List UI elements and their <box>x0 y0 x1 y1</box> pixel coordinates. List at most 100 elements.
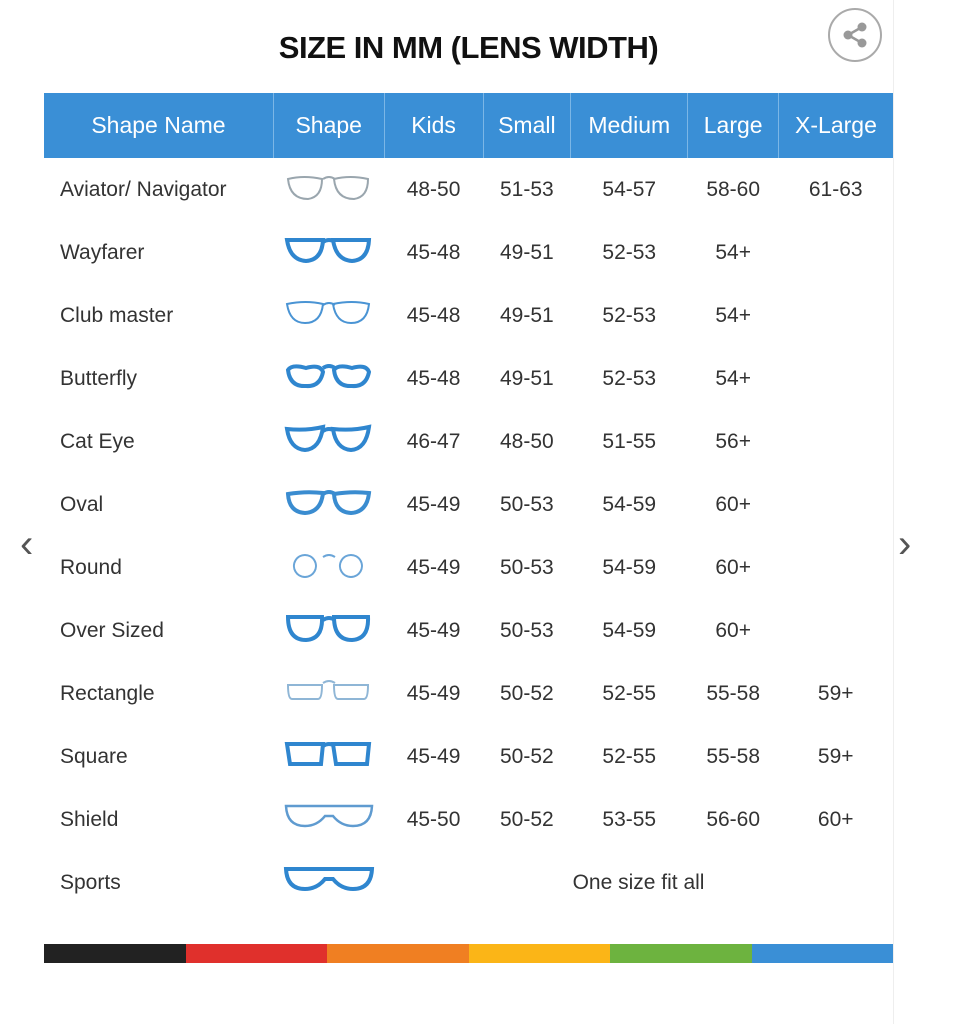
size-kids: 45-48 <box>406 366 461 390</box>
size-kids: 45-49 <box>406 492 461 516</box>
size-large: 58-60 <box>706 177 761 201</box>
table-row: Over Sized 45-49 50-53 54-59 60+ <box>44 599 893 662</box>
size-note: One size fit all <box>572 870 705 894</box>
column-header: Kids <box>384 93 484 158</box>
size-small: 50-53 <box>499 555 554 579</box>
square-glasses-icon <box>273 725 384 788</box>
sports-glasses-icon <box>273 851 384 914</box>
table-row: Sports One size fit all <box>44 851 893 914</box>
table-row: Cat Eye 46-47 48-50 51-55 56+ <box>44 410 893 473</box>
table-row: Oval 45-49 50-53 54-59 60+ <box>44 473 893 536</box>
size-large: 60+ <box>715 492 751 516</box>
size-kids: 45-49 <box>406 744 461 768</box>
size-xlarge <box>778 410 893 473</box>
wayfarer-glasses-icon <box>273 221 384 284</box>
size-medium: 52-55 <box>602 681 657 705</box>
stripe-segment <box>610 944 752 963</box>
size-kids: 46-47 <box>406 429 461 453</box>
size-kids: 48-50 <box>406 177 461 201</box>
chevron-right-icon[interactable]: › <box>898 522 912 566</box>
size-kids: 45-48 <box>406 303 461 327</box>
shape-name: Square <box>60 744 128 768</box>
size-kids: 45-48 <box>406 240 461 264</box>
size-medium: 54-59 <box>602 555 657 579</box>
size-small: 49-51 <box>499 303 554 327</box>
aviator-glasses-icon <box>273 158 384 221</box>
size-kids: 45-49 <box>406 681 461 705</box>
size-xlarge: 61-63 <box>808 177 863 201</box>
size-large: 56+ <box>715 429 751 453</box>
size-small: 49-51 <box>499 366 554 390</box>
stripe-segment <box>327 944 469 963</box>
shape-name: Over Sized <box>60 618 164 642</box>
shape-name: Oval <box>60 492 104 516</box>
size-small: 50-52 <box>499 807 554 831</box>
size-small: 48-50 <box>499 429 554 453</box>
size-xlarge <box>778 473 893 536</box>
column-header: Medium <box>570 93 689 158</box>
size-small: 50-52 <box>499 744 554 768</box>
size-xlarge <box>778 221 893 284</box>
stripe-segment <box>751 944 893 963</box>
shape-name: Club master <box>60 303 174 327</box>
table-header: Shape Name Shape Kids Small Medium Large X-Lar… <box>44 93 893 158</box>
table-row: Aviator/ Navigator 48-50 51-53 54-57 58-60 61… <box>44 158 893 221</box>
shape-name: Rectangle <box>60 681 155 705</box>
chevron-left-icon[interactable]: ‹ <box>20 522 34 566</box>
shape-name: Cat Eye <box>60 429 135 453</box>
page-edge <box>893 0 894 1024</box>
size-xlarge <box>778 536 893 599</box>
column-header: Small <box>483 93 572 158</box>
column-header: Large <box>687 93 779 158</box>
size-small: 49-51 <box>499 240 554 264</box>
size-large: 60+ <box>715 555 751 579</box>
size-xlarge: 59+ <box>817 681 854 705</box>
size-medium: 52-53 <box>602 240 657 264</box>
column-header: Shape Name <box>44 93 274 158</box>
size-large: 55-58 <box>706 681 761 705</box>
shield-glasses-icon <box>273 788 384 851</box>
size-small: 50-53 <box>499 492 554 516</box>
page-title: SIZE IN MM (LENS WIDTH) <box>278 30 659 65</box>
table-row: Round 45-49 50-53 54-59 60+ <box>44 536 893 599</box>
color-stripe <box>44 944 893 963</box>
size-large: 60+ <box>715 618 751 642</box>
size-medium: 52-53 <box>602 303 657 327</box>
size-medium: 52-53 <box>602 366 657 390</box>
size-large: 56-60 <box>706 807 761 831</box>
size-medium: 51-55 <box>602 429 657 453</box>
size-xlarge: 60+ <box>817 807 854 831</box>
stripe-segment <box>44 944 186 963</box>
shape-name: Shield <box>60 807 119 831</box>
size-medium: 54-59 <box>602 618 657 642</box>
shape-name: Sports <box>60 870 121 894</box>
size-large: 54+ <box>715 303 751 327</box>
size-kids: 45-50 <box>406 807 461 831</box>
column-header: Shape <box>273 93 385 158</box>
round-glasses-icon <box>273 536 384 599</box>
shape-name: Butterfly <box>60 366 138 390</box>
size-medium: 52-55 <box>602 744 657 768</box>
size-small: 50-52 <box>499 681 554 705</box>
share-icon <box>843 22 867 48</box>
size-small: 50-53 <box>499 618 554 642</box>
shape-name: Aviator/ Navigator <box>60 177 227 201</box>
size-large: 55-58 <box>706 744 761 768</box>
oval-glasses-icon <box>273 473 384 536</box>
size-table: Shape Name Shape Kids Small Medium Large X-Lar… <box>44 93 893 914</box>
clubmaster-glasses-icon <box>273 284 384 347</box>
size-xlarge <box>778 599 893 662</box>
shape-name: Round <box>60 555 122 579</box>
butterfly-glasses-icon <box>273 347 384 410</box>
table-row: Shield 45-50 50-52 53-55 56-60 60+ <box>44 788 893 851</box>
table-row: Club master 45-48 49-51 52-53 54+ <box>44 284 893 347</box>
oversized-glasses-icon <box>273 599 384 662</box>
table-row: Rectangle 45-49 50-52 52-55 55-58 59+ <box>44 662 893 725</box>
stripe-segment <box>185 944 327 963</box>
cateye-glasses-icon <box>273 410 384 473</box>
size-xlarge <box>778 347 893 410</box>
stripe-segment <box>468 944 610 963</box>
size-xlarge: 59+ <box>817 744 854 768</box>
size-kids: 45-49 <box>406 555 461 579</box>
share-button[interactable] <box>828 8 882 62</box>
